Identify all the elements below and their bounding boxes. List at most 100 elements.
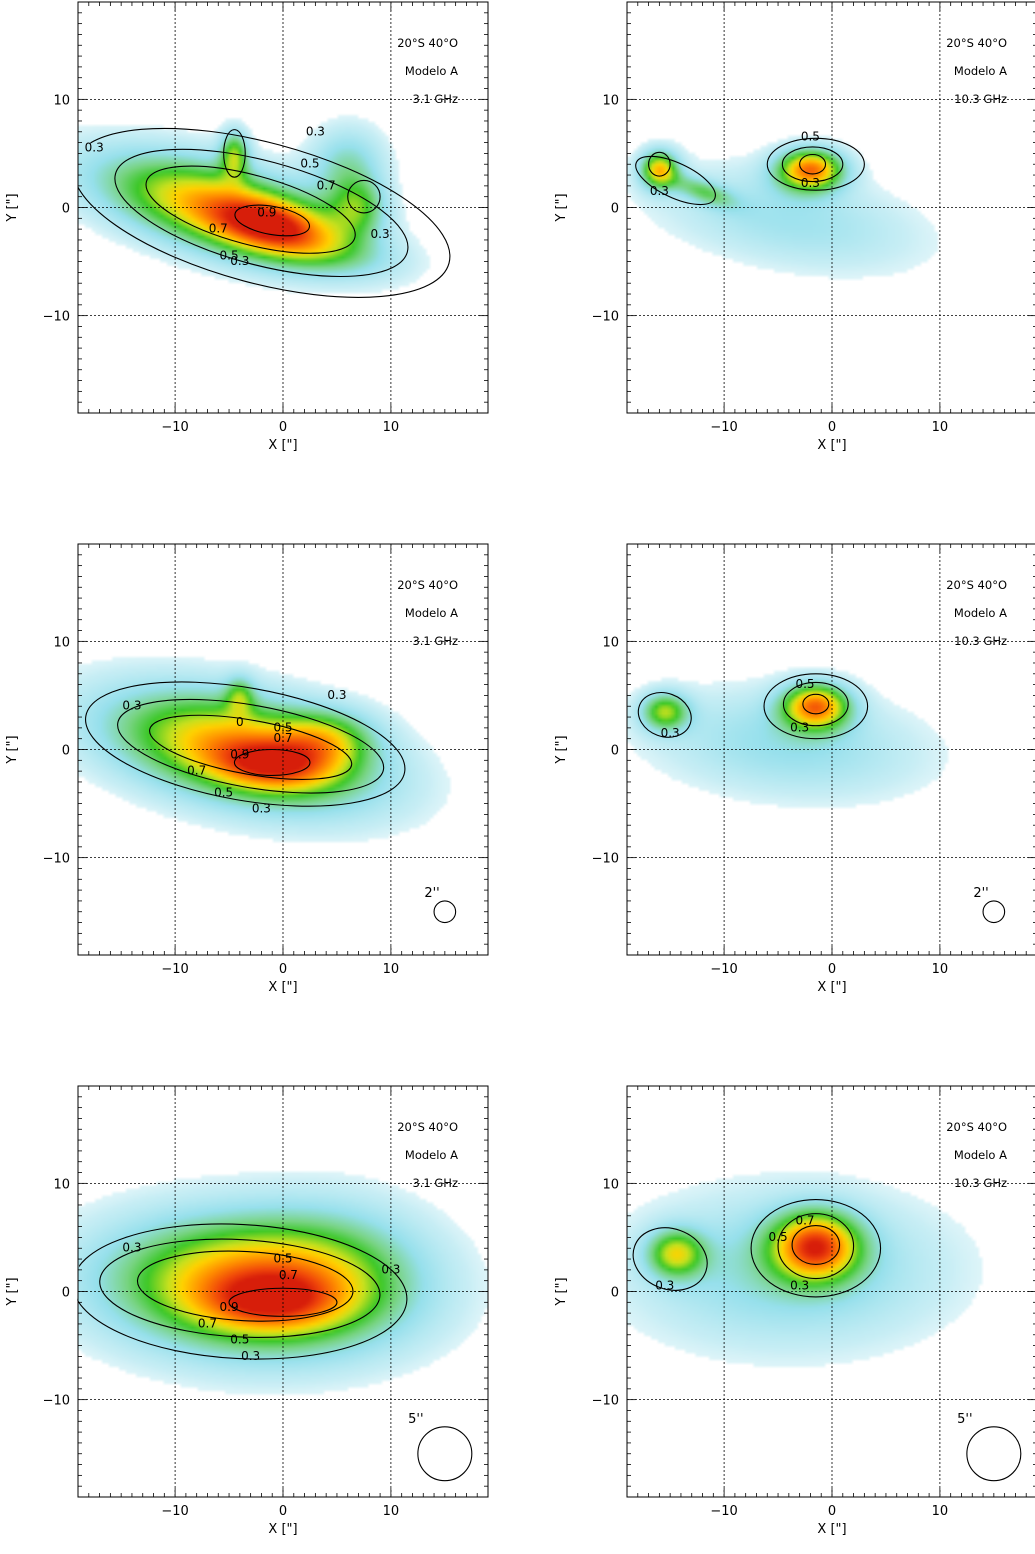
y-axis-label: Y ["] (554, 1277, 569, 1306)
beam-label: 5'' (408, 1412, 423, 1427)
contour-0.9 (234, 204, 311, 237)
y-axis-label: Y ["] (554, 193, 569, 222)
x-tick-label: 10 (932, 420, 949, 435)
y-tick-label: 0 (62, 1286, 70, 1301)
info-text: 3.1 GHz (412, 1176, 458, 1190)
contour-0.3 (347, 179, 381, 214)
contour-label: 0.3 (252, 801, 271, 815)
contour-0.3 (223, 129, 246, 178)
contour-label: 0.9 (257, 205, 276, 219)
contour-0.3 (750, 1199, 882, 1298)
contour-label: 0.5 (795, 677, 814, 691)
x-axis-label: X ["] (268, 1522, 297, 1537)
y-tick-label: −10 (43, 1394, 70, 1409)
contour-0.3 (637, 692, 692, 738)
y-tick-label: −10 (592, 1394, 619, 1409)
y-tick-label: 10 (602, 93, 619, 108)
contour-label: 0.3 (122, 1241, 141, 1255)
contour-0.7 (149, 714, 353, 780)
x-axis-label: X ["] (817, 438, 846, 453)
info-text: 20°S 40°O (946, 578, 1007, 592)
info-text: 20°S 40°O (946, 36, 1007, 50)
contour-0.9 (228, 1287, 338, 1317)
contour-0.5 (117, 698, 385, 794)
contour-label: 0.5 (300, 157, 319, 171)
contour-label: 0.5 (273, 1252, 292, 1266)
y-tick-label: 0 (611, 1286, 619, 1301)
panel-r1c2: 0.5 0.3 0.3 −10 0 10 −10 10 0 X ["] Y ["] 20°S 40°O… (554, 1, 1035, 453)
contour-label: 0.3 (381, 1262, 400, 1276)
contour-label: 0.3 (85, 141, 104, 155)
info-text: Modelo A (954, 64, 1007, 78)
x-tick-label: −10 (161, 962, 188, 977)
contour-label: 0.3 (327, 688, 346, 702)
x-tick-label: 10 (932, 962, 949, 977)
contour-label: 0.7 (279, 1268, 298, 1282)
x-tick-label: −10 (710, 962, 737, 977)
y-axis-label: Y ["] (5, 193, 20, 222)
x-tick-label: 0 (279, 1504, 287, 1519)
x-axis-label: X ["] (817, 980, 846, 995)
contour-0.7 (136, 1250, 354, 1322)
contour-0.3 (635, 155, 716, 206)
y-tick-label: −10 (592, 310, 619, 325)
panel-r2c2: 0.5 0.3 0.3 −10 0 10 −10 10 0 X ["] Y ["] 20°S 40°O… (554, 543, 1035, 995)
x-tick-label: −10 (710, 420, 737, 435)
info-text: 20°S 40°O (946, 1120, 1007, 1134)
contour-label: 0.5 (230, 1333, 249, 1347)
info-text: 10.3 GHz (954, 634, 1007, 648)
contour-label: 0.5 (214, 785, 233, 799)
info-text: Modelo A (405, 606, 458, 620)
contour-0.5 (648, 151, 671, 177)
x-tick-label: 0 (828, 420, 836, 435)
beam-circle (433, 900, 457, 924)
contour-0.5 (782, 681, 849, 727)
y-tick-label: 0 (611, 202, 619, 217)
contour-label: 0.9 (230, 747, 249, 761)
info-text: Modelo A (954, 606, 1007, 620)
contour-label: 0.5 (769, 1230, 788, 1244)
contour-label: 0.5 (801, 130, 820, 144)
x-tick-label: 0 (828, 1504, 836, 1519)
x-tick-label: 0 (279, 962, 287, 977)
info-text: 10.3 GHz (954, 1176, 1007, 1190)
y-tick-label: 10 (53, 635, 70, 650)
contour-label: 0.3 (371, 227, 390, 241)
beam-circle (966, 1426, 1022, 1482)
contour-label: 0.3 (790, 720, 809, 734)
info-text: 20°S 40°O (397, 36, 458, 50)
contour-0.3 (85, 681, 406, 807)
beam-circle (982, 900, 1006, 924)
y-axis-label: Y ["] (5, 735, 20, 764)
contour-0.5 (114, 148, 409, 278)
contour-0.5 (99, 1238, 381, 1338)
info-text: 10.3 GHz (954, 92, 1007, 106)
contour-label: 0.7 (273, 731, 292, 745)
info-text: 3.1 GHz (412, 634, 458, 648)
x-tick-label: 10 (383, 1504, 400, 1519)
contour-0.7 (802, 693, 830, 715)
info-text: 20°S 40°O (397, 1120, 458, 1134)
panel-r1c1: 0.30.30.50.70.90.70.50.30.3−10 0 10−10100X… (5, 1, 489, 453)
x-tick-label: 10 (932, 1504, 949, 1519)
contour-0.7 (791, 1224, 841, 1266)
x-tick-label: 0 (828, 962, 836, 977)
y-tick-label: 0 (62, 744, 70, 759)
y-tick-label: 0 (611, 744, 619, 759)
beam-circle (417, 1426, 473, 1482)
info-text: Modelo A (405, 1148, 458, 1162)
contour-label: 0.5 (220, 249, 239, 263)
y-tick-label: −10 (43, 310, 70, 325)
y-tick-label: 10 (602, 1177, 619, 1192)
beam-label: 2'' (424, 886, 439, 901)
x-axis-label: X ["] (268, 980, 297, 995)
contour-0.5 (781, 146, 844, 183)
contour-0.7 (145, 165, 356, 254)
y-tick-label: 10 (602, 635, 619, 650)
x-tick-label: −10 (161, 1504, 188, 1519)
x-tick-label: −10 (161, 420, 188, 435)
x-axis-label: X ["] (268, 438, 297, 453)
